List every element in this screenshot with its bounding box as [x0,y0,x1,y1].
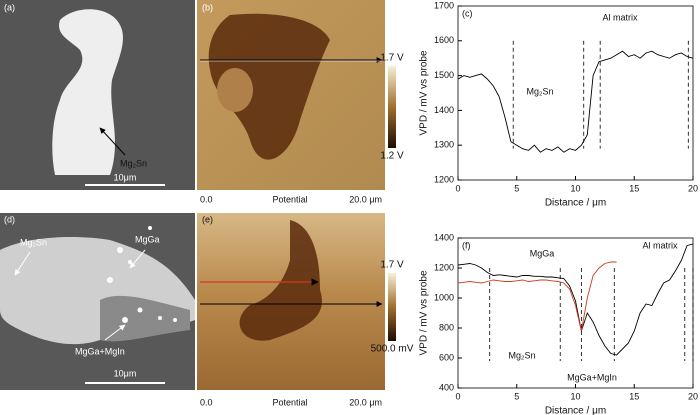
colorbar-max: 1.7 V [380,53,404,64]
annotation: MgGa [530,248,555,258]
plot-frame [457,237,694,389]
panel-label: (f) [462,240,471,250]
x-axis-label: Distance / μm [545,198,606,209]
y-tick-label: 1700 [434,0,454,10]
x-tick-label: 15 [629,183,639,193]
data-line [457,50,694,153]
sem-image-a [0,0,195,190]
scan-end: 20.0 μm [349,397,382,407]
sem-image-d [0,213,195,390]
colorbar [388,66,396,148]
annotation: MgGa+MgIn [567,372,617,382]
x-tick-label: 20 [688,391,698,401]
phase-label: MgGa+MgIn [75,346,125,356]
scan-title: Potential [272,194,307,204]
scan-start: 0.0 [200,194,213,204]
colorbar-min: 500.0 mV [371,344,414,355]
kpfm-image-b [197,0,385,190]
y-tick-label: 1400 [434,105,454,115]
data-line [457,261,617,332]
y-tick-label: 1300 [434,140,454,150]
annotation: Mg₂Sn [508,350,535,360]
x-tick-label: 5 [514,391,519,401]
annotation: Mg₂Sn [526,86,553,96]
y-tick-label: 800 [439,322,454,332]
y-tick-label: 400 [439,382,454,392]
panel-label: (a) [4,2,15,12]
x-tick-label: 0 [455,391,460,401]
x-tick-label: 20 [688,183,698,193]
panel-label: (c) [462,8,473,18]
annotation: Al matrix [642,240,678,250]
panel-label: (b) [202,2,213,12]
scan-title: Potential [272,397,307,407]
annotation: Al matrix [602,12,638,22]
y-tick-label: 1500 [434,70,454,80]
x-tick-label: 10 [570,391,580,401]
x-tick-label: 0 [455,183,460,193]
phase-label: Mg₂Sn [20,237,47,247]
scan-end: 20.0 μm [349,194,382,204]
panel-label: (e) [202,214,213,224]
y-tick-label: 1200 [434,262,454,272]
scan-start: 0.0 [200,397,213,407]
y-axis-label: VPD / mV vs probe [419,270,430,355]
x-tick-label: 15 [629,391,639,401]
y-tick-label: 1200 [434,174,454,184]
y-tick-label: 1400 [434,232,454,242]
y-tick-label: 600 [439,352,454,362]
panel-label: (d) [4,214,15,224]
colorbar-max: 1.7 V [380,260,404,271]
x-tick-label: 10 [570,183,580,193]
scale-label: 10μm [114,368,137,378]
scale-label: 10μm [114,172,137,182]
phase-label: Mg₂Sn [120,158,147,168]
y-axis-label: VPD / mV vs probe [419,50,430,135]
plot-frame [457,5,694,181]
colorbar-min: 1.2 V [380,151,404,162]
kpfm-image-e [197,213,385,390]
x-axis-label: Distance / μm [545,406,606,415]
phase-label: MgGa [135,234,160,244]
colorbar [388,273,396,341]
y-tick-label: 1600 [434,35,454,45]
data-line [457,243,694,356]
x-tick-label: 5 [514,183,519,193]
y-tick-label: 1000 [434,292,454,302]
